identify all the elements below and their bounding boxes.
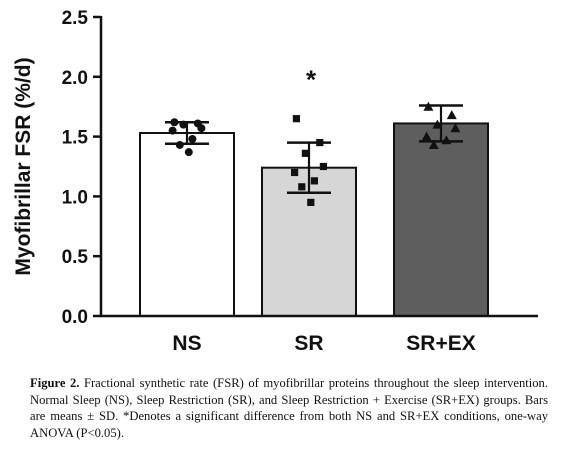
x-category-label: SR+EX	[406, 332, 475, 355]
x-category-label: SR	[294, 332, 323, 355]
significance-mark: *	[306, 65, 317, 95]
data-point	[319, 162, 327, 171]
data-point	[421, 131, 432, 141]
data-point	[307, 198, 315, 206]
figure-caption: Figure 2. Fractional synthetic rate (FSR…	[30, 375, 548, 441]
y-axis: 0.0 0.5 1.0 1.5 2.0 2.5	[62, 8, 103, 328]
data-point	[292, 115, 300, 123]
x-category-label: NS	[172, 332, 201, 355]
data-point	[168, 126, 177, 135]
data-point	[301, 149, 309, 157]
bars: *	[139, 65, 489, 317]
y-axis-title: Myofibrillar FSR (%/d)	[12, 57, 35, 275]
bar-ns	[139, 132, 235, 317]
caption-label: Figure 2.	[30, 376, 80, 390]
y-tick-label: 2.0	[62, 68, 88, 89]
y-tick-label: 2.5	[62, 8, 89, 29]
data-point	[446, 110, 457, 120]
y-tick-label: 1.0	[62, 187, 88, 208]
data-point	[184, 148, 193, 157]
data-point	[450, 123, 461, 133]
data-point	[428, 139, 439, 149]
bar-chart: 0.0 0.5 1.0 1.5 2.0 2.5 * NS SR SR+EX Myofibril…	[12, 8, 538, 355]
y-tick-label: 1.5	[62, 128, 89, 149]
data-point	[291, 168, 299, 177]
caption-text: Fractional synthetic rate (FSR) of myofi…	[30, 376, 548, 440]
bar-sr-ex	[393, 122, 489, 317]
chart-area: 0.0 0.5 1.0 1.5 2.0 2.5 * NS SR SR+EX Myofibril…	[12, 8, 538, 355]
y-tick-label: 0.5	[62, 247, 89, 268]
data-point	[197, 124, 206, 133]
y-tick-label: 0.0	[62, 307, 88, 328]
data-point	[188, 134, 197, 143]
data-point	[298, 183, 306, 191]
data-point	[310, 177, 318, 185]
x-axis: NS SR SR+EX	[100, 314, 538, 355]
